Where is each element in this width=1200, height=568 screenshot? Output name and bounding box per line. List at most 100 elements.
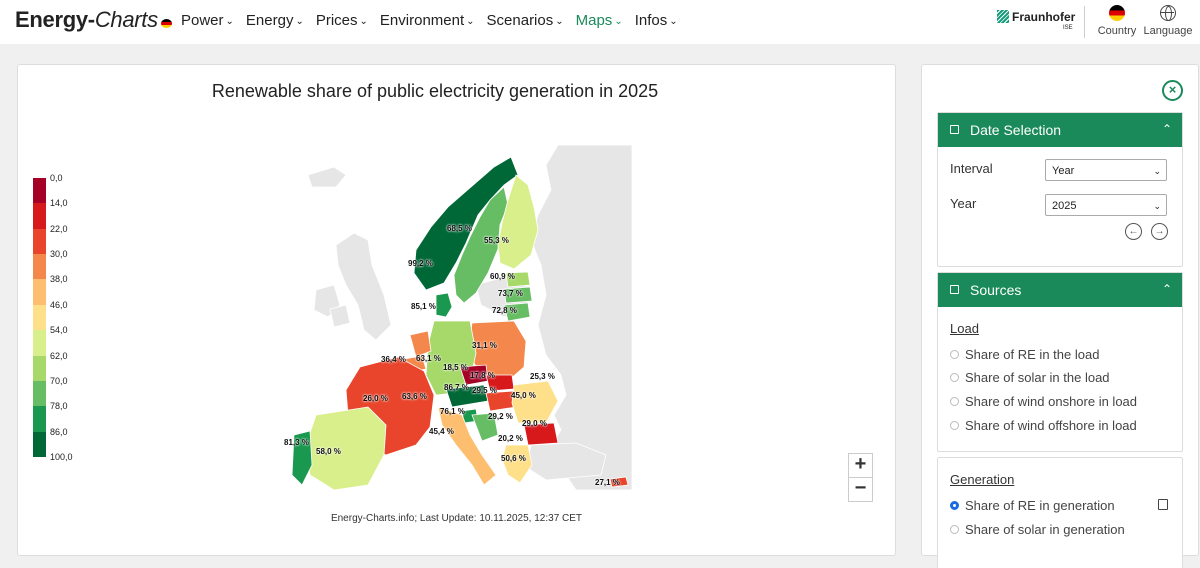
date-selection-header[interactable]: Date Selection ⌃ — [938, 113, 1182, 147]
close-icon[interactable]: × — [1162, 80, 1183, 101]
country-latvia — [503, 286, 533, 304]
menu-prices[interactable]: Prices ⌄ — [315, 12, 368, 29]
label-czechia: 18,5 % — [443, 363, 468, 372]
legend-swatch — [33, 304, 46, 331]
radio-re-load[interactable]: Share of RE in the load — [950, 347, 1099, 362]
country-ireland — [329, 304, 351, 328]
nav-divider — [1084, 6, 1085, 38]
menu-energy[interactable]: Energy ⌄ — [245, 12, 304, 29]
sources-icon — [950, 285, 959, 294]
top-navbar: Energy-Charts Power ⌄ Energy ⌄ Prices ⌄ Env… — [0, 0, 1200, 44]
fraunhofer-logo[interactable]: Fraunhofer ISE — [997, 10, 1075, 31]
country-cyprus — [609, 476, 629, 488]
map-panel: Renewable share of public electricity ge… — [17, 64, 896, 556]
legend-tick-label: 38,0 — [50, 274, 68, 284]
year-select[interactable]: 2025 ⌄ — [1045, 194, 1167, 216]
label-croatia: 29,2 % — [488, 412, 513, 421]
radio-wind-offshore-load[interactable]: Share of wind offshore in load — [950, 418, 1137, 433]
germany-flag-icon — [160, 19, 172, 28]
label-sweden: 68,5 % — [447, 224, 472, 233]
country-bulgaria — [523, 422, 559, 446]
generation-section-title: Generation — [950, 472, 1015, 487]
radio-solar-generation[interactable]: Share of solar in generation — [950, 522, 1125, 537]
map-title: Renewable share of public electricity ge… — [211, 81, 659, 101]
sources-header[interactable]: Sources ⌃ — [938, 273, 1182, 307]
label-bulgaria: 29,0 % — [522, 419, 547, 428]
chevron-up-icon: ⌃ — [1161, 122, 1172, 136]
legend-swatch — [33, 178, 46, 204]
chevron-down-icon: ⌄ — [1153, 166, 1161, 176]
next-year-button[interactable]: → — [1151, 223, 1168, 240]
legend-swatch — [33, 406, 46, 432]
calendar-icon[interactable] — [1158, 499, 1168, 510]
chevron-down-icon: ⌄ — [359, 16, 368, 27]
label-hungary-north: 25,3 % — [530, 372, 555, 381]
label-slovakia: 17,8 % — [470, 371, 495, 380]
legend-tick-label: 46,0 — [50, 300, 68, 310]
label-denmark: 85,1 % — [411, 302, 436, 311]
legend-swatch — [33, 228, 46, 255]
label-belgium: 63,6 % — [402, 392, 427, 401]
country-romania — [511, 380, 559, 424]
non-eu-land — [307, 145, 633, 490]
country-lithuania — [503, 302, 531, 322]
label-estonia: 60,9 % — [490, 272, 515, 281]
radio-button[interactable] — [950, 397, 959, 406]
eu-countries — [291, 156, 629, 490]
menu-maps[interactable]: Maps ⌄ — [575, 12, 623, 29]
legend-swatch — [33, 355, 46, 381]
legend-tick-label: 86,0 — [50, 427, 68, 437]
interval-label: Interval — [950, 161, 993, 176]
country-norway — [413, 156, 519, 291]
menu-power[interactable]: Power ⌄ — [181, 12, 234, 29]
radio-button[interactable] — [950, 525, 959, 534]
radio-re-generation[interactable]: Share of RE in generation — [950, 498, 1115, 513]
country-button[interactable]: Country — [1092, 5, 1142, 37]
load-section-title: Load — [950, 321, 979, 336]
interval-select[interactable]: Year ⌄ — [1045, 159, 1167, 181]
europe-map[interactable] — [276, 145, 656, 490]
legend-swatch — [33, 330, 46, 356]
country-netherlands — [409, 330, 432, 358]
globe-icon — [1160, 5, 1176, 21]
label-romania: 45,0 % — [511, 391, 536, 400]
legend-color-bar — [33, 178, 46, 457]
label-france: 26,0 % — [363, 394, 388, 403]
legend-tick-label: 30,0 — [50, 249, 68, 259]
country-estonia — [505, 271, 531, 288]
country-denmark — [435, 292, 453, 318]
legend-tick-label: 62,0 — [50, 351, 68, 361]
chevron-down-icon: ⌄ — [555, 16, 564, 27]
zoom-out-button[interactable]: − — [848, 477, 873, 502]
menu-environment[interactable]: Environment ⌄ — [379, 12, 475, 29]
brand-logo[interactable]: Energy-Charts — [15, 7, 172, 33]
zoom-in-button[interactable]: + — [848, 453, 873, 478]
country-croatia — [471, 412, 499, 442]
radio-button[interactable] — [950, 350, 959, 359]
label-latvia: 73,7 % — [498, 289, 523, 298]
legend-tick-label: 70,0 — [50, 376, 68, 386]
radio-wind-onshore-load[interactable]: Share of wind onshore in load — [950, 394, 1137, 409]
menu-scenarios[interactable]: Scenarios ⌄ — [486, 12, 564, 29]
menu-infos[interactable]: Infos ⌄ — [634, 12, 678, 29]
country-portugal — [291, 430, 313, 486]
radio-solar-load[interactable]: Share of solar in the load — [950, 370, 1110, 385]
radio-button[interactable] — [950, 373, 959, 382]
sources-card: Sources ⌃ Load Share of RE in the load S… — [937, 272, 1183, 452]
previous-year-button[interactable]: ← — [1125, 223, 1142, 240]
label-hungary: 29,5 % — [472, 386, 497, 395]
radio-button[interactable] — [950, 421, 959, 430]
legend-tick-label: 0,0 — [50, 173, 63, 183]
label-germany: 63,1 % — [416, 354, 441, 363]
label-bulgaria-south: 20,2 % — [498, 434, 523, 443]
language-button[interactable]: Language — [1143, 5, 1193, 37]
chevron-down-icon: ⌄ — [1153, 201, 1161, 211]
chevron-down-icon: ⌄ — [225, 16, 234, 27]
chevron-down-icon: ⌄ — [669, 16, 678, 27]
legend-tick-label: 100,0 — [50, 452, 73, 462]
legend-swatch — [33, 203, 46, 229]
label-slovenia: 76,1 % — [440, 407, 465, 416]
country-italy — [437, 406, 497, 486]
settings-sidebar: × Date Selection ⌃ Interval Year ⌄ Year 2… — [921, 64, 1199, 568]
radio-button-selected[interactable] — [950, 501, 959, 510]
